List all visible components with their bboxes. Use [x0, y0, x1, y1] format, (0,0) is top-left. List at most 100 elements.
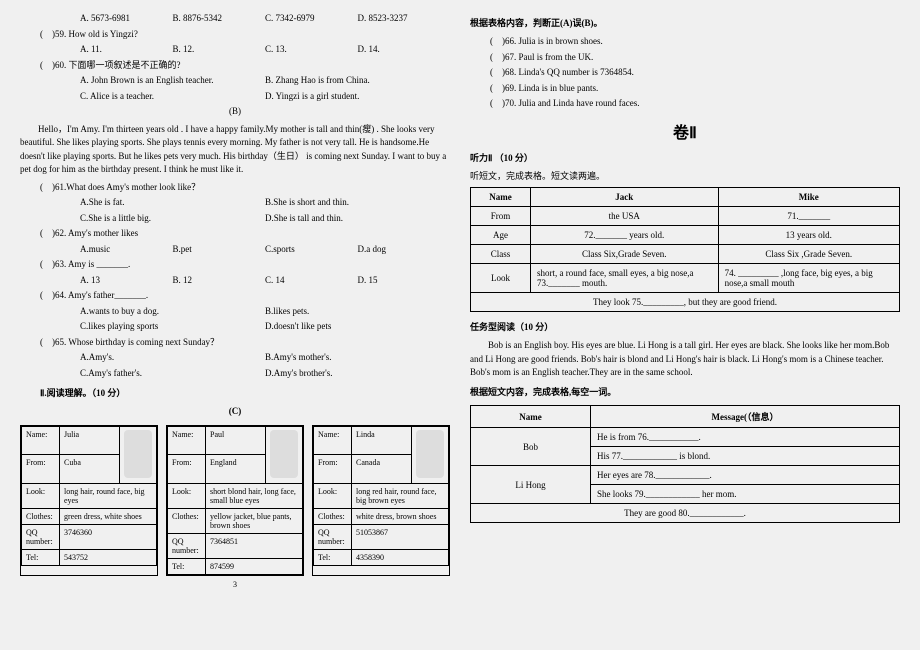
th-jack: Jack: [531, 188, 719, 207]
opt-b: B. 12: [173, 274, 266, 288]
row-age-mike: 13 years old.: [718, 226, 899, 245]
paul-from: England: [206, 455, 266, 484]
label-name: Name:: [22, 426, 60, 455]
linda-look: long red hair, round face, big brown eye…: [352, 483, 449, 508]
label-name: Name:: [314, 426, 352, 455]
linda-name: Linda: [352, 426, 412, 455]
q64-row1: A.wants to buy a dog. B.likes pets.: [20, 305, 450, 319]
q64-row2: C.likes playing sports D.doesn't like pe…: [20, 320, 450, 334]
opt-a: A. 11.: [80, 43, 173, 57]
linda-qq: 51053867: [352, 524, 449, 549]
label-look: Look:: [168, 483, 206, 508]
card-linda: Name:Linda From:Canada Look:long red hai…: [312, 425, 450, 576]
label-from: From:: [22, 455, 60, 484]
right-column: 根据表格内容，判断正(A)误(B)。 ( )66. Julia is in br…: [470, 10, 900, 640]
opt-b: B. 8876-5342: [173, 12, 266, 26]
bob-name: Bob: [471, 428, 591, 466]
q66: ( )66. Julia is in brown shoes.: [470, 35, 900, 49]
opt-d: D. 14.: [358, 43, 451, 57]
opt-d: D. 8523-3237: [358, 12, 451, 26]
q64-prompt: ( )64. Amy's father_______.: [20, 289, 450, 303]
avatar-icon: [124, 430, 152, 478]
q62-options: A.music B.pet C.sports D.a dog: [20, 243, 450, 257]
q65-row2: C.Amy's father's. D.Amy's brother's.: [20, 367, 450, 381]
q60-options-row2: C. Alice is a teacher. D. Yingzi is a gi…: [20, 90, 450, 104]
opt-b: B.She is short and thin.: [265, 196, 450, 210]
opt-c: C. 14: [265, 274, 358, 288]
label-clothes: Clothes:: [22, 508, 60, 524]
task-paragraph: Bob is an English boy. His eyes are blue…: [470, 339, 900, 380]
character-cards: Name:Julia From:Cuba Look:long hair, rou…: [20, 425, 450, 576]
q70: ( )70. Julia and Linda have round faces.: [470, 97, 900, 111]
label-look: Look:: [314, 483, 352, 508]
row-age-jack: 72._______ years old.: [531, 226, 719, 245]
r80: They are good 80.____________.: [471, 504, 900, 523]
opt-c: C. 13.: [265, 43, 358, 57]
task-table: Name Message(（信息） Bob He is from 76.____…: [470, 405, 900, 523]
opt-a: A.music: [80, 243, 173, 257]
opt-d: D. Yingzi is a girl student.: [265, 90, 450, 104]
task-sub: 根据短文内容，完成表格,每空一词。: [470, 386, 900, 400]
label-tel: Tel:: [22, 549, 60, 565]
q61-row2: C.She is a little big. D.She is tall and…: [20, 212, 450, 226]
label-tel: Tel:: [314, 549, 352, 565]
q60-prompt: ( )60. 下面哪一项叙述是不正确的?: [20, 59, 450, 73]
opt-d: D.She is tall and thin.: [265, 212, 450, 226]
r78: Her eyes are 78.____________.: [591, 466, 900, 485]
opt-c: C.sports: [265, 243, 358, 257]
q60-options-row1: A. John Brown is an English teacher. B. …: [20, 74, 450, 88]
row-from-mike: 71._______: [718, 207, 899, 226]
label-clothes: Clothes:: [168, 508, 206, 533]
julia-tel: 543752: [60, 549, 157, 565]
q68: ( )68. Linda's QQ number is 7364854.: [470, 66, 900, 80]
row-look-jack: short, a round face, small eyes, a big n…: [531, 264, 719, 293]
paul-look: short blond hair, long face, small blue …: [206, 483, 303, 508]
paul-tel: 874599: [206, 558, 303, 574]
label-tel: Tel:: [168, 558, 206, 574]
opt-a: A.She is fat.: [80, 196, 265, 210]
opt-c: C. 7342-6979: [265, 12, 358, 26]
r79: She looks 79.____________ her mom.: [591, 485, 900, 504]
julia-name: Julia: [60, 426, 120, 455]
q61-prompt: ( )61.What does Amy's mother look like？: [20, 181, 450, 195]
q67: ( )67. Paul is from the UK.: [470, 51, 900, 65]
r76: He is from 76.___________.: [591, 428, 900, 447]
listen-title: 听力Ⅱ （10 分）: [470, 151, 900, 164]
label-from: From:: [168, 455, 206, 484]
left-column: A. 5673-6981 B. 8876-5342 C. 7342-6979 D…: [20, 10, 450, 640]
r77: His 77.____________ is blond.: [591, 447, 900, 466]
julia-qq: 3746360: [60, 524, 157, 549]
q58-options: A. 5673-6981 B. 8876-5342 C. 7342-6979 D…: [20, 12, 450, 26]
row-from-jack: the USA: [531, 207, 719, 226]
paul-name: Paul: [206, 426, 266, 455]
opt-c: C. Alice is a teacher.: [80, 90, 265, 104]
opt-b: B.pet: [173, 243, 266, 257]
row-foot: They look 75._________, but they are goo…: [471, 293, 900, 312]
label-qq: QQ number:: [22, 524, 60, 549]
paul-qq: 7364851: [206, 533, 303, 558]
q59-options: A. 11. B. 12. C. 13. D. 14.: [20, 43, 450, 57]
paul-clothes: yellow jacket, blue pants, brown shoes: [206, 508, 303, 533]
row-class-label: Class: [471, 245, 531, 264]
q65-row1: A.Amy's. B.Amy's mother's.: [20, 351, 450, 365]
row-class-jack: Class Six,Grade Seven.: [531, 245, 719, 264]
opt-a: A. John Brown is an English teacher.: [80, 74, 265, 88]
row-from-label: From: [471, 207, 531, 226]
opt-a: A. 5673-6981: [80, 12, 173, 26]
q63-prompt: ( )63. Amy is _______.: [20, 258, 450, 272]
opt-b: B.likes pets.: [265, 305, 450, 319]
th-mike: Mike: [718, 188, 899, 207]
avatar-icon: [416, 430, 444, 478]
linda-from: Canada: [352, 455, 412, 484]
opt-b: B. Zhang Hao is from China.: [265, 74, 450, 88]
opt-c: C.Amy's father's.: [80, 367, 265, 381]
passage-b-text: Hello，I'm Amy. I'm thirteen years old . …: [20, 123, 450, 177]
th-msg: Message(（信息）: [591, 406, 900, 428]
listen-sub: 听短文，完成表格。短文读两遍。: [470, 170, 900, 184]
card-julia: Name:Julia From:Cuba Look:long hair, rou…: [20, 425, 158, 576]
opt-d: D.Amy's brother's.: [265, 367, 450, 381]
julia-from: Cuba: [60, 455, 120, 484]
opt-d: D. 15: [358, 274, 451, 288]
row-look-label: Look: [471, 264, 531, 293]
q62-prompt: ( )62. Amy's mother likes: [20, 227, 450, 241]
